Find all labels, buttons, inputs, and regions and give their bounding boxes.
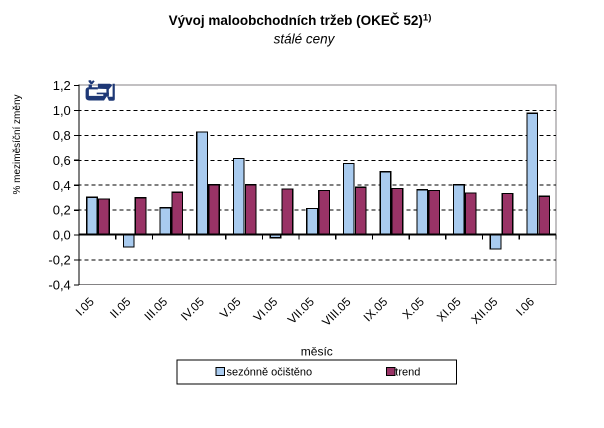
svg-text:0,2: 0,2 [53,203,71,218]
svg-text:měsíc: měsíc [301,345,333,359]
svg-text:1,0: 1,0 [53,103,71,118]
svg-text:1,2: 1,2 [53,78,71,93]
svg-text:0,6: 0,6 [53,153,71,168]
svg-text:sezónně očištěno: sezónně očištěno [227,366,313,378]
svg-text:0,4: 0,4 [53,178,71,193]
svg-text:-0,2: -0,2 [48,253,70,268]
svg-text:stálé ceny: stálé ceny [274,31,336,46]
svg-text:Vývoj maloobchodních tržeb (OK: Vývoj maloobchodních tržeb (OKEČ 52)1) [169,13,432,29]
svg-text:0,8: 0,8 [53,128,71,143]
svg-text:% meziměsíční změny: % meziměsíční změny [12,94,23,194]
svg-text:-0,4: -0,4 [48,278,70,293]
svg-text:trend: trend [395,366,420,378]
svg-text:0,0: 0,0 [53,228,71,243]
